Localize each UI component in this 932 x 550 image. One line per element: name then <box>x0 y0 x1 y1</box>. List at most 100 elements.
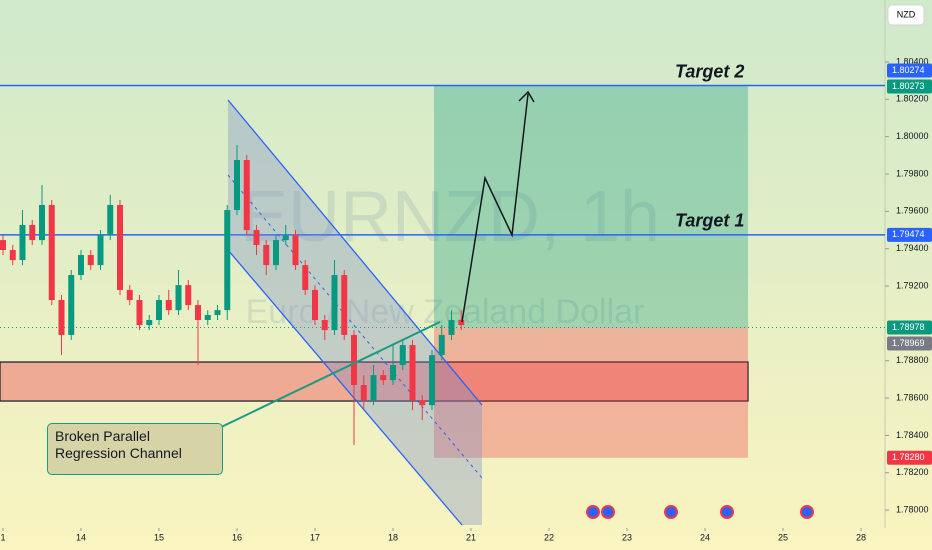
candle-body <box>107 205 114 236</box>
position-loss <box>434 327 748 458</box>
y-tick-label: 1.78800 <box>896 355 929 365</box>
x-tick-label: 24 <box>700 532 710 542</box>
y-tick-label: 1.78000 <box>896 504 929 514</box>
price-label: 1.80273 <box>892 81 925 91</box>
y-tick-label: 1.79200 <box>896 280 929 290</box>
price-label: 1.78978 <box>892 322 925 332</box>
price-label-box <box>887 227 932 242</box>
y-tick-label: 1.80400 <box>896 56 929 66</box>
candle-body <box>136 300 143 326</box>
candle-body <box>0 240 7 250</box>
candle-body <box>29 224 36 241</box>
event-icon[interactable] <box>586 505 600 519</box>
candle-body <box>429 355 436 406</box>
candle-body <box>360 384 367 401</box>
candle-body <box>292 235 299 266</box>
x-tick-label: 21 <box>466 532 476 542</box>
y-tick-label: 1.79800 <box>896 168 929 178</box>
candle-body <box>19 224 26 261</box>
projection-arrowhead <box>518 90 535 103</box>
channel-center <box>227 174 483 479</box>
x-tick-label: 22 <box>544 532 554 542</box>
price-label-box <box>887 63 932 78</box>
currency-label: NZD <box>897 9 916 19</box>
candle-body <box>204 314 211 321</box>
candle-body <box>175 285 182 311</box>
candle-body <box>341 275 348 335</box>
candle-body <box>351 334 358 385</box>
price-label: 1.79474 <box>892 229 925 239</box>
candle-body <box>312 289 319 321</box>
x-tick-label: 15 <box>154 532 164 542</box>
regression-channel <box>228 100 482 525</box>
candle-body <box>146 320 153 326</box>
event-icon[interactable] <box>601 505 615 519</box>
candle-body <box>419 400 426 406</box>
event-icon[interactable] <box>800 505 814 519</box>
candle-body <box>273 240 280 266</box>
candle-body <box>126 289 133 301</box>
channel-lower <box>227 249 463 526</box>
candle-body <box>370 375 377 401</box>
event-icons <box>586 505 814 519</box>
y-tick-label: 1.79600 <box>896 206 929 216</box>
position-profit <box>434 85 748 328</box>
watermark: EURNZD, 1h <box>240 177 660 257</box>
currency-box[interactable] <box>887 4 925 26</box>
candle-body <box>282 235 289 241</box>
candle-body <box>156 300 163 321</box>
candle-body <box>48 205 55 301</box>
y-tick-label: 1.80000 <box>896 131 929 141</box>
price-label: 1.80274 <box>892 65 925 75</box>
candle-body <box>87 255 94 266</box>
candle-body <box>253 230 260 245</box>
projection-path <box>461 93 529 323</box>
callout-pointer <box>214 321 441 431</box>
candle-body <box>224 210 231 311</box>
x-tick-label: 14 <box>76 532 86 542</box>
candle-body <box>438 334 445 356</box>
candle-body <box>380 375 387 381</box>
price-label-box <box>887 320 932 335</box>
candle-body <box>243 160 250 231</box>
candle-body <box>302 265 309 290</box>
y-tick-label: 1.79400 <box>896 243 929 253</box>
y-tick-label: 1.78400 <box>896 430 929 440</box>
candle-body <box>399 345 406 366</box>
candle-body <box>321 320 328 331</box>
candle-body <box>68 275 75 335</box>
price-label-box <box>887 79 932 94</box>
candle-body <box>390 365 397 381</box>
price-label: 1.78969 <box>892 338 925 348</box>
candle-body <box>39 205 46 241</box>
candle-body <box>58 300 65 335</box>
x-tick-label: 23 <box>622 532 632 542</box>
candle-body <box>165 300 172 311</box>
target-label: Target 2 <box>675 61 744 81</box>
x-tick-label: 18 <box>388 532 398 542</box>
price-label: 1.78280 <box>892 452 925 462</box>
candle-body <box>409 345 416 401</box>
candle-body <box>331 275 338 331</box>
candle-body <box>117 205 124 290</box>
y-tick-label: 1.80200 <box>896 94 929 104</box>
candle-body <box>458 320 465 326</box>
candle-body <box>9 249 16 261</box>
candle-body <box>185 285 192 306</box>
y-tick-label: 1.78600 <box>896 392 929 402</box>
x-tick-label: 16 <box>232 532 242 542</box>
candle-body <box>214 310 221 315</box>
candle-body <box>234 160 241 211</box>
candle-body <box>97 235 104 266</box>
x-tick-label: 1 <box>0 532 5 542</box>
event-icon[interactable] <box>664 505 678 519</box>
target-label: Target 1 <box>675 211 744 231</box>
candle-body <box>195 305 202 321</box>
callout: Broken Parallel Regression Channel <box>47 423 223 475</box>
price-label-box <box>887 450 932 465</box>
candle-body <box>263 244 270 266</box>
x-tick-label: 17 <box>310 532 320 542</box>
event-icon[interactable] <box>720 505 734 519</box>
